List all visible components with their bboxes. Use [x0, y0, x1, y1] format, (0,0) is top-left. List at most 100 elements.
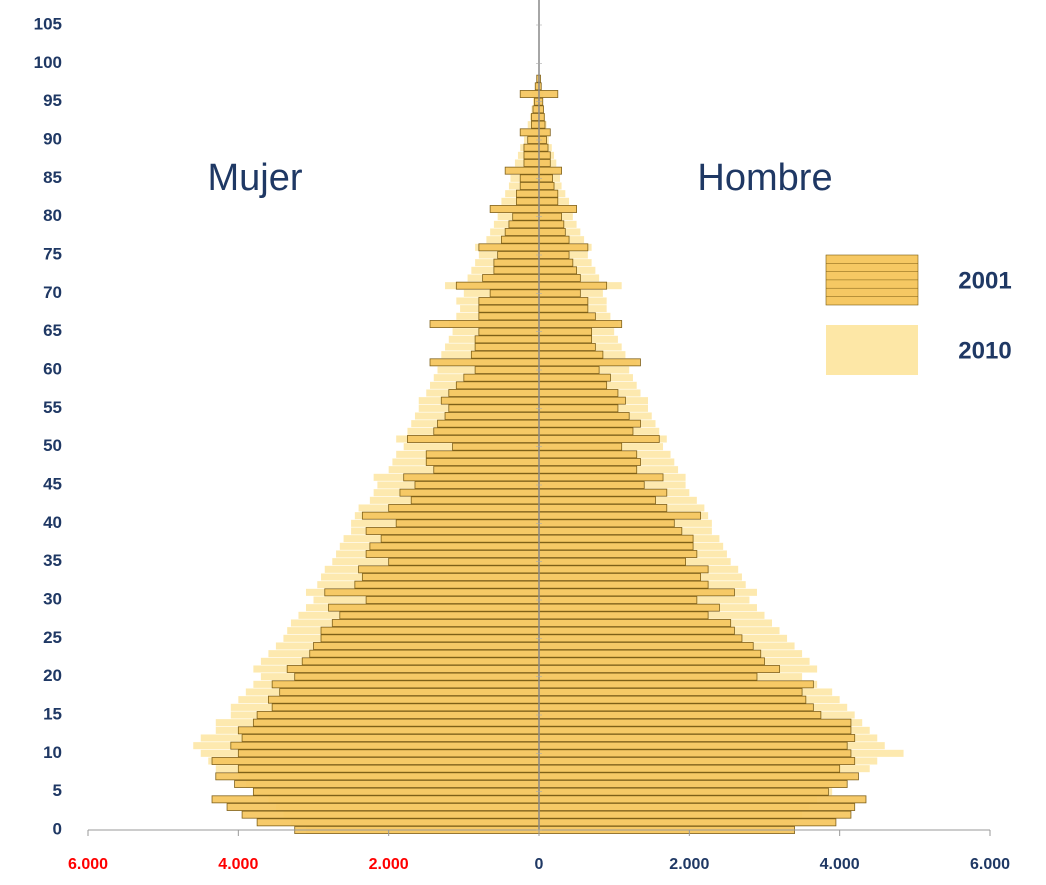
bar: [242, 811, 539, 818]
x-tick-label: 6.000: [68, 856, 108, 873]
bar: [513, 213, 539, 220]
legend-label: 2010: [958, 337, 1011, 364]
bar: [539, 228, 565, 235]
bar: [539, 681, 813, 688]
bar: [321, 635, 539, 642]
bar: [539, 635, 742, 642]
bar: [434, 428, 539, 435]
bar: [539, 236, 569, 243]
x-tick-label: 4.000: [820, 856, 860, 873]
y-tick-label: 45: [43, 474, 62, 493]
bar: [539, 665, 780, 672]
bar: [516, 198, 539, 205]
bar: [321, 627, 539, 634]
bar: [539, 359, 640, 366]
bar: [539, 412, 629, 419]
bar: [539, 397, 625, 404]
bar: [539, 719, 851, 726]
bar: [449, 389, 539, 396]
bar: [531, 113, 539, 120]
bar: [479, 297, 539, 304]
bar: [325, 589, 539, 596]
right-label: Hombre: [697, 157, 832, 199]
bar: [539, 543, 693, 550]
bar: [539, 481, 644, 488]
y-tick-label: 5: [53, 781, 62, 800]
bar: [539, 742, 847, 749]
bar: [426, 458, 539, 465]
bar: [524, 144, 539, 151]
bar: [520, 129, 539, 136]
bar: [227, 803, 539, 810]
bar: [272, 704, 539, 711]
bar: [295, 673, 539, 680]
y-tick-label: 80: [43, 206, 62, 225]
bar: [430, 359, 539, 366]
bar: [539, 727, 851, 734]
bar: [366, 527, 539, 534]
bar: [479, 313, 539, 320]
y-tick-label: 20: [43, 666, 62, 685]
left-label: Mujer: [207, 157, 302, 199]
y-tick-label: 60: [43, 359, 62, 378]
bar: [366, 550, 539, 557]
bar: [539, 650, 761, 657]
bar: [539, 320, 622, 327]
bar: [520, 90, 539, 97]
bar: [216, 773, 539, 780]
bar: [302, 658, 539, 665]
bar: [438, 420, 539, 427]
bar: [389, 504, 539, 511]
bar: [539, 382, 607, 389]
bar: [539, 282, 607, 289]
y-tick-label: 70: [43, 283, 62, 302]
bar: [231, 742, 539, 749]
bar: [539, 604, 719, 611]
bar: [524, 159, 539, 166]
bar: [539, 121, 545, 128]
bar: [407, 435, 539, 442]
bar: [516, 190, 539, 197]
bar: [505, 228, 539, 235]
bar: [539, 757, 855, 764]
bar: [520, 182, 539, 189]
bar: [539, 305, 588, 312]
bar: [539, 351, 603, 358]
bar: [539, 780, 847, 787]
bar: [509, 221, 539, 228]
bar: [475, 343, 539, 350]
y-tick-label: 95: [43, 91, 62, 110]
bar: [280, 688, 539, 695]
bar: [539, 558, 686, 565]
legend-label: 2001: [958, 267, 1011, 294]
bar: [310, 650, 539, 657]
bar: [314, 642, 540, 649]
bar: [396, 520, 539, 527]
y-tick-label: 105: [34, 14, 62, 33]
bar: [340, 612, 539, 619]
bar: [212, 796, 539, 803]
bar: [539, 696, 806, 703]
bar: [539, 466, 637, 473]
bar: [539, 803, 855, 810]
bar: [539, 474, 663, 481]
bar: [539, 489, 667, 496]
bar: [539, 642, 753, 649]
bar: [524, 152, 539, 159]
bar: [505, 167, 539, 174]
bar: [494, 259, 539, 266]
bar: [539, 159, 550, 166]
bar: [415, 481, 539, 488]
bar: [449, 405, 539, 412]
y-tick-label: 10: [43, 743, 62, 762]
bar: [475, 336, 539, 343]
bar: [235, 780, 539, 787]
bar: [539, 328, 592, 335]
y-tick-label: 65: [43, 321, 62, 340]
bar: [539, 129, 550, 136]
bar: [539, 336, 592, 343]
bar: [539, 589, 734, 596]
bar: [539, 259, 573, 266]
bar: [539, 573, 701, 580]
bar: [539, 435, 659, 442]
